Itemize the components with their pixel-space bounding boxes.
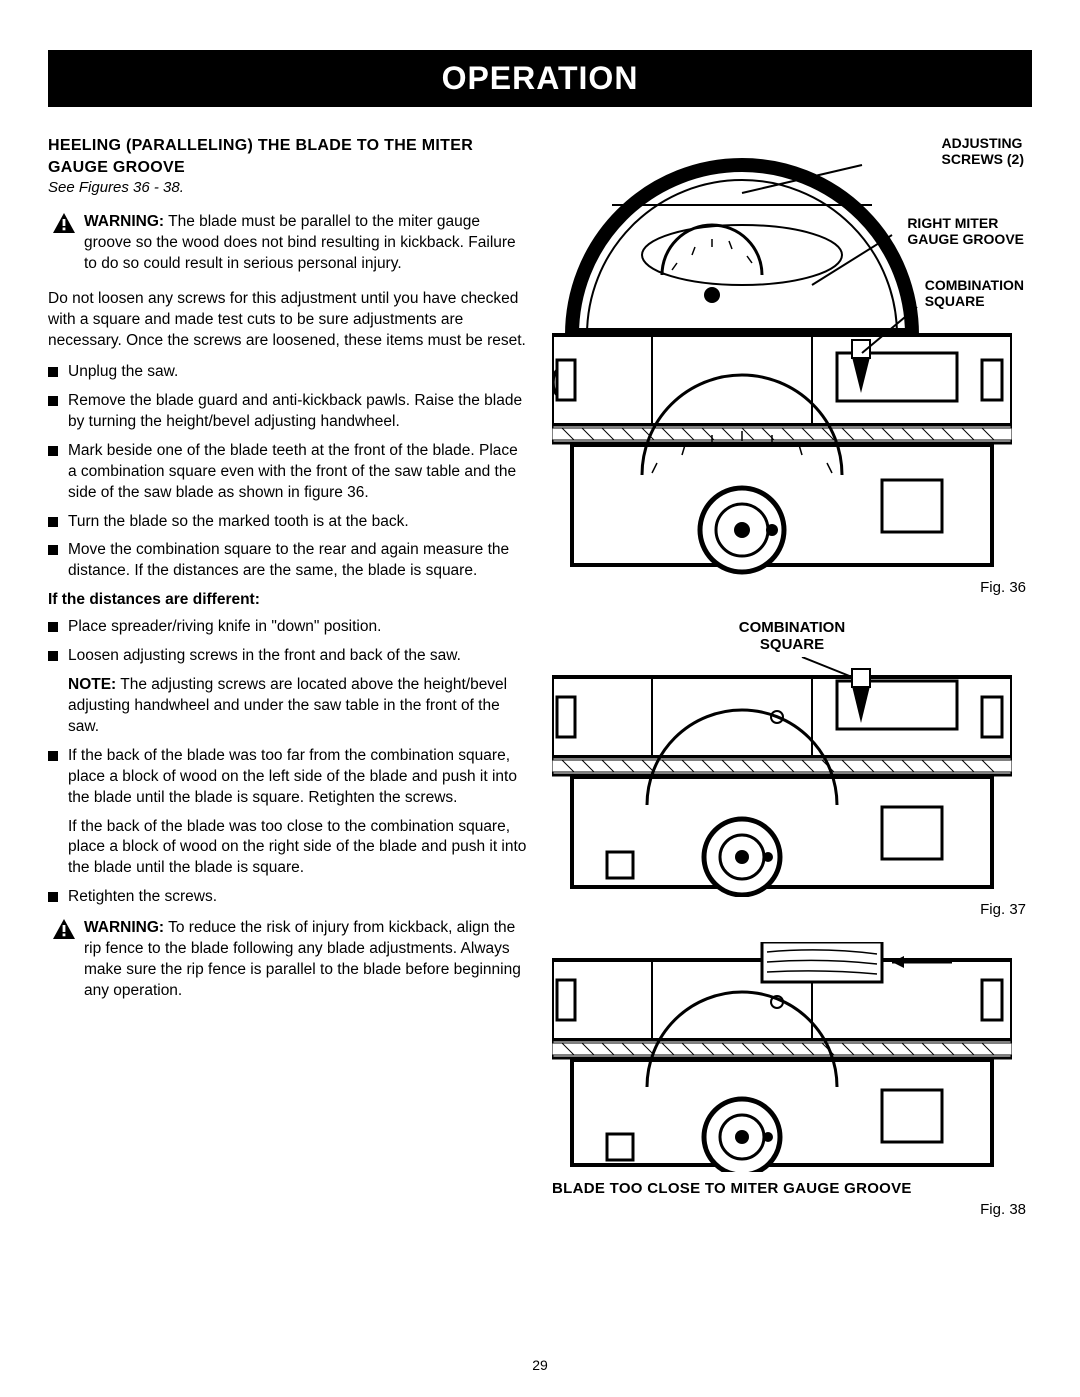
warning-triangle-icon bbox=[52, 918, 76, 940]
bullet-icon bbox=[48, 751, 58, 761]
step-item: Move the combination square to the rear … bbox=[48, 540, 528, 582]
step-text: Retighten the screws. bbox=[68, 887, 528, 908]
right-column: ADJUSTINGSCREWS (2) RIGHT MITERGAUGE GRO… bbox=[552, 135, 1032, 1242]
figure-38-caption: Fig. 38 bbox=[552, 1201, 1032, 1218]
steps-list-2: Place spreader/riving knife in "down" po… bbox=[48, 617, 528, 667]
step-item: Place spreader/riving knife in "down" po… bbox=[48, 617, 528, 638]
too-close-paragraph: If the back of the blade was too close t… bbox=[68, 817, 528, 880]
note-body: The adjusting screws are located above t… bbox=[68, 676, 507, 735]
step-text: Unplug the saw. bbox=[68, 362, 528, 383]
intro-paragraph: Do not loosen any screws for this adjust… bbox=[48, 289, 528, 352]
warning-1: WARNING: The blade must be parallel to t… bbox=[48, 212, 528, 275]
step-item: Turn the blade so the marked tooth is at… bbox=[48, 512, 528, 533]
step-text: If the back of the blade was too far fro… bbox=[68, 746, 528, 809]
left-column: HEELING (PARALLELING) THE BLADE TO THE M… bbox=[48, 135, 528, 1242]
figure-36: ADJUSTINGSCREWS (2) RIGHT MITERGAUGE GRO… bbox=[552, 135, 1032, 596]
step-item: Retighten the screws. bbox=[48, 887, 528, 908]
callout-right-miter: RIGHT MITERGAUGE GROOVE bbox=[907, 215, 1024, 247]
warning-1-text: WARNING: The blade must be parallel to t… bbox=[84, 212, 528, 275]
bullet-icon bbox=[48, 517, 58, 527]
note-text: NOTE: The adjusting screws are located a… bbox=[68, 675, 528, 738]
bullet-icon bbox=[48, 545, 58, 555]
callout-adjusting-screws: ADJUSTINGSCREWS (2) bbox=[942, 135, 1024, 167]
bullet-icon bbox=[48, 367, 58, 377]
callout-combo-square-37: COMBINATIONSQUARE bbox=[552, 620, 1032, 653]
bullet-icon bbox=[48, 396, 58, 406]
figure-37: Fig. 37 bbox=[552, 657, 1032, 918]
figure-38-diagram bbox=[552, 942, 1012, 1172]
step-item: If the back of the blade was too far fro… bbox=[48, 746, 528, 809]
figure-38-title: BLADE TOO CLOSE TO MITER GAUGE GROOVE bbox=[552, 1180, 1032, 1197]
heeling-title: HEELING (PARALLELING) THE BLADE TO THE M… bbox=[48, 135, 528, 178]
page-content: HEELING (PARALLELING) THE BLADE TO THE M… bbox=[48, 135, 1032, 1242]
steps-list-1: Unplug the saw. Remove the blade guard a… bbox=[48, 362, 528, 582]
figure-36-diagram bbox=[552, 135, 1012, 575]
figure-36-caption: Fig. 36 bbox=[552, 579, 1032, 596]
bullet-icon bbox=[48, 622, 58, 632]
step-text: Move the combination square to the rear … bbox=[68, 540, 528, 582]
figure-37-caption: Fig. 37 bbox=[552, 901, 1032, 918]
warning-2-text: WARNING: To reduce the risk of injury fr… bbox=[84, 918, 528, 1002]
section-header: OPERATION bbox=[48, 50, 1032, 107]
see-figures-ref: See Figures 36 - 38. bbox=[48, 178, 528, 198]
callout-combo-square-37-line1: COMBINATIONSQUARE bbox=[739, 619, 845, 653]
bullet-icon bbox=[48, 446, 58, 456]
step-text: Turn the blade so the marked tooth is at… bbox=[68, 512, 528, 533]
step-text: Place spreader/riving knife in "down" po… bbox=[68, 617, 528, 638]
page-number: 29 bbox=[532, 1357, 548, 1373]
warning-2-label: WARNING: bbox=[84, 919, 164, 936]
figure-38: BLADE TOO CLOSE TO MITER GAUGE GROOVE Fi… bbox=[552, 942, 1032, 1218]
callout-combo-square: COMBINATIONSQUARE bbox=[925, 277, 1024, 309]
step-text: Loosen adjusting screws in the front and… bbox=[68, 646, 528, 667]
warning-triangle-icon bbox=[52, 212, 76, 234]
warning-2: WARNING: To reduce the risk of injury fr… bbox=[48, 918, 528, 1002]
step-text: Mark beside one of the blade teeth at th… bbox=[68, 441, 528, 504]
step-text: Remove the blade guard and anti-kickback… bbox=[68, 391, 528, 433]
steps-list-3: If the back of the blade was too far fro… bbox=[48, 746, 528, 809]
figure-37-diagram bbox=[552, 657, 1012, 897]
step-item: Remove the blade guard and anti-kickback… bbox=[48, 391, 528, 433]
note-label: NOTE: bbox=[68, 676, 116, 693]
steps-list-4: Retighten the screws. bbox=[48, 887, 528, 908]
bullet-icon bbox=[48, 651, 58, 661]
bullet-icon bbox=[48, 892, 58, 902]
warning-1-label: WARNING: bbox=[84, 213, 164, 230]
step-item: Loosen adjusting screws in the front and… bbox=[48, 646, 528, 667]
step-item: Unplug the saw. bbox=[48, 362, 528, 383]
distances-different-subhead: If the distances are different: bbox=[48, 590, 528, 611]
step-item: Mark beside one of the blade teeth at th… bbox=[48, 441, 528, 504]
